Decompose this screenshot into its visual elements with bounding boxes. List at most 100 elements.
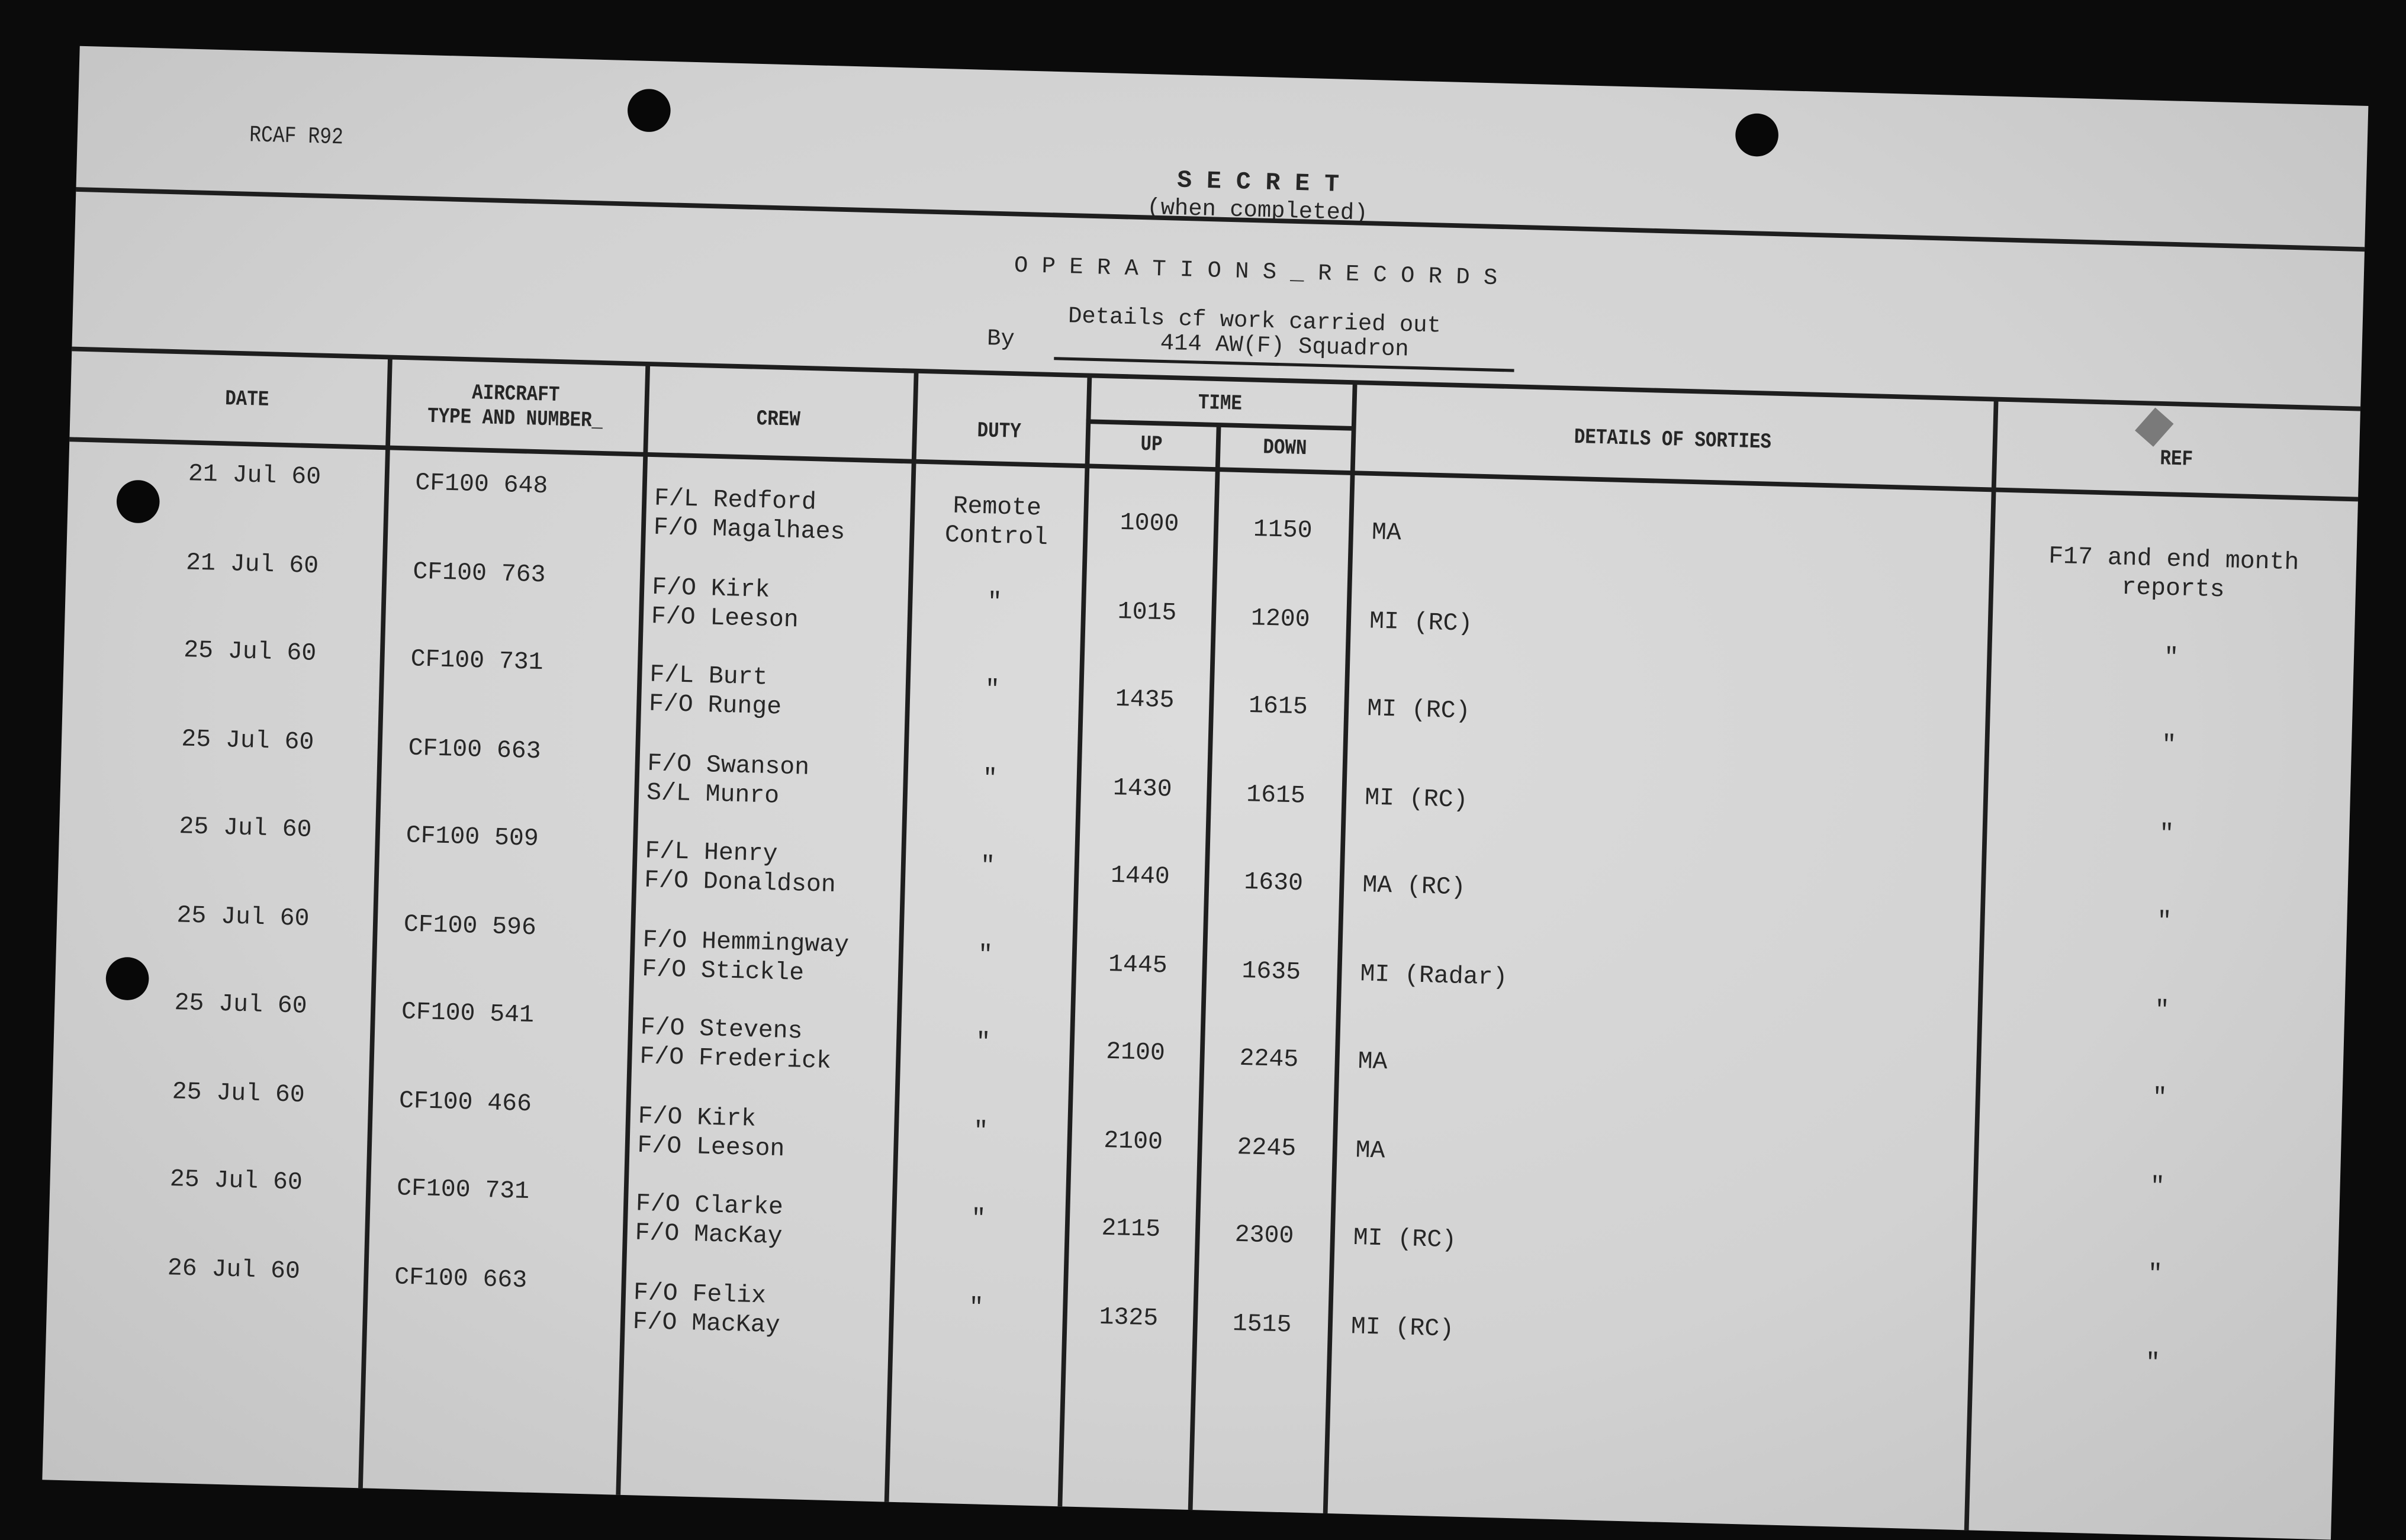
row-duty: " [985, 675, 1001, 704]
row-details: MA [1355, 1136, 1386, 1165]
row-time-down: 1200 [1250, 604, 1311, 633]
row-ref: " [2159, 819, 2175, 848]
row-time-down: 1615 [1246, 780, 1306, 810]
row-duty: " [982, 763, 998, 792]
row-time-up: 1000 [1120, 509, 1179, 539]
row-duty: Remote [952, 492, 1042, 523]
row-date: 25 Jul 60 [183, 636, 317, 668]
row-crew-member: F/O Donaldson [644, 866, 837, 900]
row-ref: " [2163, 643, 2179, 671]
row-date: 25 Jul 60 [174, 989, 308, 1020]
operations-record-form: RCAF R92 S E C R E T (when completed) O … [42, 46, 2369, 1540]
row-ref: " [2147, 1260, 2163, 1288]
row-duty: " [975, 1028, 991, 1057]
row-time-down: 2245 [1239, 1045, 1299, 1074]
row-time-up: 1430 [1112, 774, 1173, 803]
col-divider [1323, 381, 1357, 1514]
row-crew-member: F/O Kirk [651, 572, 770, 604]
row-crew-member: F/O MacKay [632, 1307, 781, 1339]
punch-hole [116, 480, 160, 523]
row-time-down: 2300 [1234, 1221, 1294, 1251]
col-divider [358, 356, 392, 1489]
row-details: MI (RC) [1350, 1312, 1455, 1343]
row-crew-member: F/L Burt [649, 661, 768, 692]
row-ref: " [2156, 907, 2172, 936]
form-title: O P E R A T I O N S _ R E C O R D S [1014, 253, 1498, 292]
row-details: MI (RC) [1364, 783, 1469, 814]
row-crew-member: F/O Leeson [636, 1130, 785, 1162]
row-date: 21 Jul 60 [188, 460, 321, 491]
row-aircraft: CF100 596 [403, 910, 537, 942]
row-duty: " [968, 1293, 984, 1322]
sortie-rows: 21 Jul 60 CF100 648 F/L Redford F/O Magalha… [80, 46, 2369, 1376]
header-bottom-rule [69, 437, 2359, 502]
stamp-mark [2135, 407, 2174, 447]
row-time-up: 1435 [1115, 685, 1175, 715]
row-aircraft: CF100 663 [394, 1262, 527, 1294]
row-date: 25 Jul 60 [176, 901, 310, 932]
row-time-down: 2245 [1237, 1133, 1297, 1162]
row-duty: " [980, 852, 996, 881]
row-crew-member: F/L Henry [644, 837, 779, 869]
row-time-up: 2115 [1101, 1214, 1161, 1244]
row-details: MA (RC) [1362, 871, 1466, 902]
punch-hole [628, 89, 671, 132]
row-crew-member: F/O Swanson [646, 749, 810, 781]
row-aircraft: CF100 466 [398, 1086, 532, 1117]
row-crew-member: F/O Runge [648, 690, 782, 721]
row-crew-member: F/O Clarke [635, 1190, 784, 1222]
row-crew-member: F/O Stevens [640, 1013, 803, 1046]
row-ref: " [2161, 731, 2177, 759]
row-crew-member: F/O Leeson [651, 601, 799, 634]
row-crew-member: F/O Frederick [639, 1042, 832, 1075]
row-aircraft: CF100 763 [412, 557, 546, 589]
header-duty: DUTY [976, 419, 1022, 445]
row-aircraft: CF100 731 [396, 1174, 530, 1206]
row-time-up: 1440 [1110, 862, 1170, 891]
header-details: DETAILS OF SORTIES [1574, 426, 1772, 456]
row-ref: " [2154, 995, 2170, 1024]
row-crew-member: F/O Felix [633, 1278, 767, 1310]
header-time: TIME [1198, 391, 1243, 417]
row-date: 21 Jul 60 [185, 548, 319, 579]
row-crew-member: S/L Munro [646, 778, 780, 810]
row-time-down: 1630 [1243, 868, 1304, 898]
row-aircraft: CF100 541 [401, 998, 535, 1029]
form-id: RCAF R92 [249, 123, 344, 152]
row-time-down: 1150 [1253, 516, 1313, 545]
row-date: 25 Jul 60 [178, 813, 312, 844]
punch-hole [1735, 113, 1778, 157]
row-aircraft: CF100 731 [410, 645, 544, 677]
row-details: MI (RC) [1366, 695, 1471, 726]
row-date: 25 Jul 60 [181, 724, 314, 756]
row-aircraft: CF100 648 [414, 469, 548, 501]
row-time-up: 2100 [1105, 1038, 1166, 1068]
row-date: 26 Jul 60 [167, 1254, 301, 1285]
row-duty: " [973, 1116, 989, 1145]
row-duty: " [970, 1204, 986, 1233]
header-up: UP [1140, 433, 1163, 458]
row-time-down: 1515 [1232, 1309, 1292, 1339]
row-crew-member: F/L Redford [654, 484, 817, 517]
header-down: DOWN [1262, 436, 1307, 462]
row-date: 25 Jul 60 [172, 1077, 305, 1109]
by-label: By [986, 326, 1015, 353]
row-time-down: 1615 [1248, 692, 1308, 721]
row-details: MI (Radar) [1359, 959, 1508, 991]
row-details: MA [1371, 518, 1402, 547]
row-time-down: 1635 [1241, 956, 1301, 986]
header-crew: CREW [756, 407, 801, 433]
row-time-up: 1445 [1108, 949, 1168, 980]
row-time-up: 2100 [1103, 1126, 1163, 1156]
row-date: 25 Jul 60 [169, 1165, 303, 1197]
row-details: MI (RC) [1369, 607, 1473, 637]
row-crew-member: F/O Magalhaes [653, 513, 845, 547]
row-ref: " [2151, 1084, 2168, 1112]
row-aircraft: CF100 509 [406, 821, 539, 853]
row-time-up: 1015 [1117, 597, 1177, 627]
row-aircraft: CF100 663 [408, 733, 542, 765]
header-ref: REF [2159, 447, 2193, 473]
row-duty: " [986, 587, 1003, 616]
row-time-up: 1325 [1099, 1302, 1159, 1332]
